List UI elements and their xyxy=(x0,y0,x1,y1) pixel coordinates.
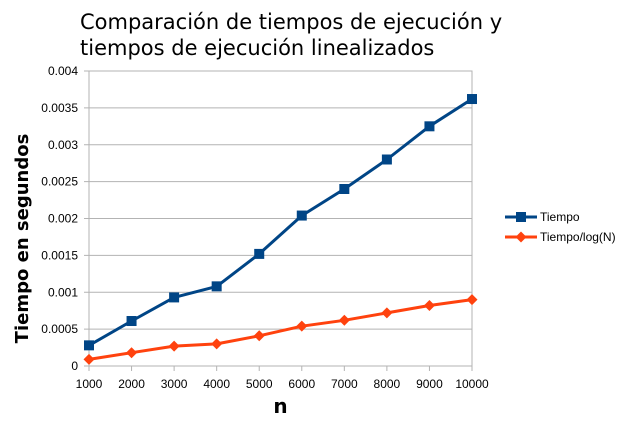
y-tick-label: 0.0025 xyxy=(41,175,78,189)
data-point xyxy=(253,330,265,342)
x-tick-label: 2000 xyxy=(118,377,145,391)
x-tick-label: 7000 xyxy=(331,377,358,391)
data-point xyxy=(423,300,435,312)
data-series xyxy=(83,94,478,365)
x-tick-label: 9000 xyxy=(416,377,443,391)
data-point xyxy=(211,281,222,292)
data-point xyxy=(84,340,94,351)
y-tick-label: 0.0035 xyxy=(41,101,78,115)
y-tick-label: 0.0015 xyxy=(41,248,78,262)
legend-item: Tiempo xyxy=(505,210,580,224)
chart-title: Comparación de tiempos de ejecución y ti… xyxy=(80,9,560,61)
x-axis-tick-labels: 1000 2000 3000 4000 5000 6000 7000 8000 9000 1000… xyxy=(76,377,489,391)
plot-area xyxy=(88,70,473,367)
data-point xyxy=(169,292,180,303)
data-point xyxy=(126,316,137,327)
data-point xyxy=(338,314,350,326)
x-tick-label: 4000 xyxy=(203,377,230,391)
legend-label: Tiempo/log(N) xyxy=(540,230,616,244)
legend-marker xyxy=(515,231,527,243)
data-point xyxy=(211,338,223,350)
series-1 xyxy=(84,94,477,351)
x-tick-label: 5000 xyxy=(246,377,273,391)
data-point xyxy=(381,307,393,319)
y-tick-label: 0.002 xyxy=(48,212,78,226)
data-point xyxy=(339,184,350,194)
x-tick-label: 10000 xyxy=(455,377,489,391)
data-point xyxy=(254,248,265,259)
legend: Tiempo Tiempo/log(N) xyxy=(505,210,616,244)
y-tick-label: 0.003 xyxy=(48,138,78,152)
data-point xyxy=(296,210,307,221)
y-axis-tick-labels: 0 0.0005 0.001 0.0015 0.002 0.0025 0.003 0.0035… xyxy=(41,64,78,373)
x-tick-label: 8000 xyxy=(374,377,401,391)
data-point xyxy=(424,121,435,132)
data-point xyxy=(296,320,308,332)
series-line xyxy=(88,97,473,347)
data-point xyxy=(467,94,477,105)
x-axis-title: n xyxy=(273,394,287,418)
legend-label: Tiempo xyxy=(540,210,580,224)
data-point xyxy=(466,294,478,306)
grid-lines xyxy=(84,70,473,371)
legend-item: Tiempo/log(N) xyxy=(505,230,616,244)
x-tick-label: 1000 xyxy=(76,377,103,391)
series-line xyxy=(88,298,473,361)
y-tick-label: 0.0005 xyxy=(41,322,78,336)
x-tick-label: 3000 xyxy=(161,377,188,391)
data-point xyxy=(168,340,180,352)
data-point xyxy=(83,353,95,365)
chart-title-line-1: Comparación de tiempos de ejecución y xyxy=(80,10,503,34)
chart-title-line-2: tiempos de ejecución linealizados xyxy=(80,36,435,60)
x-tick-label: 6000 xyxy=(288,377,315,391)
y-tick-label: 0 xyxy=(71,359,78,373)
series-2 xyxy=(83,294,478,365)
y-axis-title: Tiempo en segundos xyxy=(12,134,33,344)
y-tick-label: 0.001 xyxy=(48,285,78,299)
data-point xyxy=(126,347,138,359)
data-point xyxy=(381,154,392,165)
legend-marker xyxy=(516,212,526,222)
y-tick-label: 0.004 xyxy=(48,64,78,78)
